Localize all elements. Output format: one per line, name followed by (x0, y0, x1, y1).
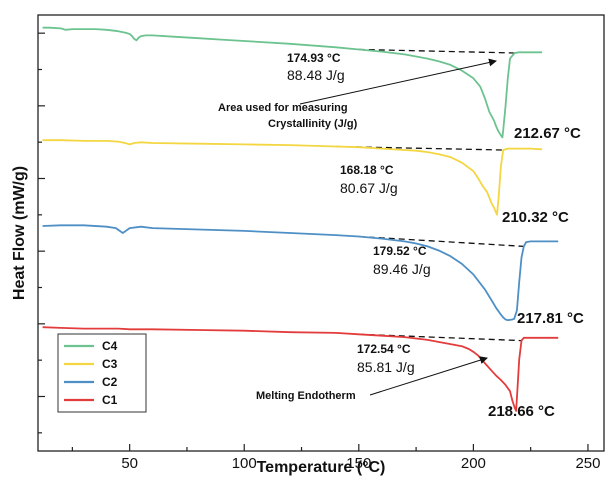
area-arrow (299, 58, 497, 105)
baseline-c3 (335, 145, 504, 151)
c3-peak-label: 210.32 °C (502, 209, 569, 226)
c1-onset-label: 172.54 °C (357, 342, 411, 356)
area-note-line2: Crystallinity (J/g) (268, 118, 358, 130)
c4-enthalpy-label: 88.48 J/g (287, 67, 345, 83)
melting-arrow (369, 356, 488, 396)
c3-onset-label: 168.18 °C (340, 163, 394, 177)
y-axis-title: Heat Flow (mW/g) (11, 166, 28, 300)
plot-frame (37, 14, 605, 452)
legend-label-c4: C4 (102, 339, 118, 353)
melting-note: Melting Endotherm (256, 390, 356, 402)
x-tick-labels: 50 100 150 200 250 (121, 455, 600, 472)
x-axis-title: Temperature (°C) (257, 459, 386, 476)
axis-ticks (38, 32, 589, 451)
c2-onset-label: 179.52 °C (373, 244, 427, 258)
baseline-c2 (358, 235, 524, 248)
x-tick-label-250: 250 (575, 455, 600, 472)
legend-label-c3: C3 (102, 357, 118, 371)
c4-peak-label: 212.67 °C (514, 125, 581, 142)
x-tick-label-100: 100 (232, 455, 257, 472)
series-line-c3 (42, 139, 543, 216)
series-line-c1 (42, 326, 559, 412)
x-tick-label-200: 200 (461, 455, 486, 472)
c4-onset-label: 174.93 °C (287, 51, 341, 65)
x-tick-label-150: 150 (346, 455, 371, 472)
integration-baselines (335, 48, 524, 342)
legend-label-c2: C2 (102, 375, 118, 389)
series-lines (42, 26, 559, 412)
legend: C4 C3 C2 C1 (57, 333, 147, 413)
c2-enthalpy-label: 89.46 J/g (373, 261, 431, 277)
c1-peak-label: 218.66 °C (488, 403, 555, 420)
series-line-c4 (42, 26, 543, 139)
baseline-c1 (358, 333, 522, 342)
c1-enthalpy-label: 85.81 J/g (357, 359, 415, 375)
legend-label-c1: C1 (102, 393, 118, 407)
area-note-line1: Area used for measuring (218, 102, 348, 114)
baseline-c4 (358, 48, 515, 54)
c2-peak-label: 217.81 °C (517, 310, 584, 327)
c3-enthalpy-label: 80.67 J/g (340, 180, 398, 196)
x-tick-label-50: 50 (121, 455, 138, 472)
series-line-c2 (42, 224, 559, 322)
